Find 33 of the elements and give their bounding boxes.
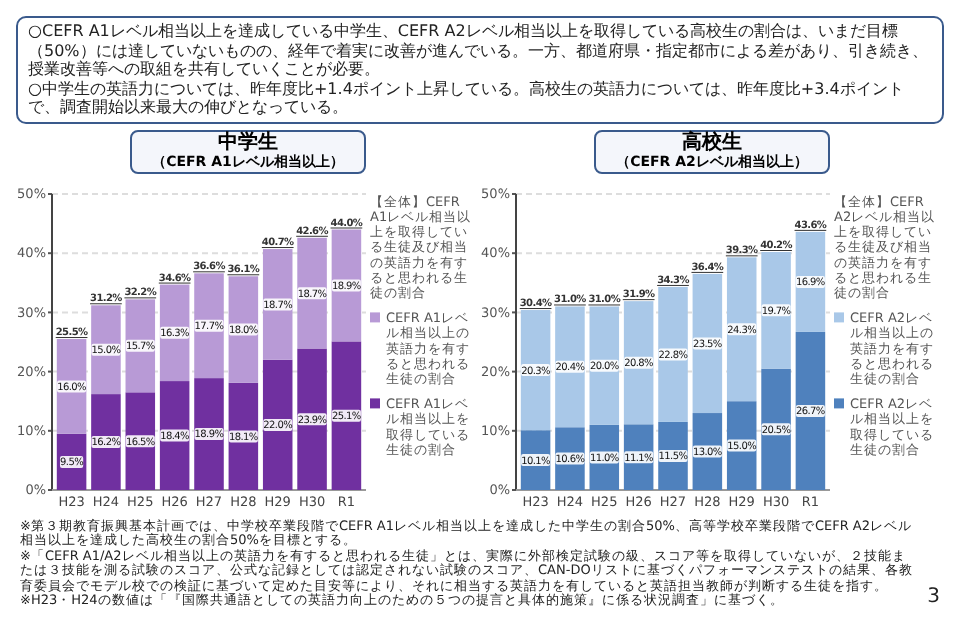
bar <box>795 330 826 489</box>
bar <box>331 228 362 341</box>
bar <box>91 393 121 489</box>
bar <box>228 381 259 489</box>
bar <box>159 283 190 381</box>
bar <box>194 377 224 489</box>
chart-title: 高校生 <box>679 131 744 153</box>
text: ○中学生の英語力については、昨年度比+1.4ポイント上昇している。高校生の英語力については、昨年度比+3.4ポイントで、調査開始以来最大の伸びとなっている。 <box>28 79 906 117</box>
bar <box>692 272 723 413</box>
bar <box>262 358 293 489</box>
bar <box>520 309 551 430</box>
bar <box>262 248 293 359</box>
bar <box>761 367 791 489</box>
bar <box>159 380 190 489</box>
bar <box>91 304 121 394</box>
bar <box>795 230 826 331</box>
bar <box>658 285 688 421</box>
text: ○CEFR A1レベル相当以上を達成している中学生、CEFR A2レベル相当以上を取得している高校生の割合は、いまだ目標（50%）には達していないものの、経年で着実に改善が進んでいる。一方、都道府県・指定都市による差があり、引き続き、授業改善等への取組を共有していくことが必要。 <box>28 22 930 79</box>
bar <box>331 340 362 489</box>
bar <box>761 251 791 368</box>
bar <box>726 256 757 401</box>
bar <box>623 300 654 424</box>
bar <box>297 236 327 348</box>
bar <box>228 275 259 382</box>
chart-title: 中学生 <box>215 131 280 153</box>
bar <box>555 305 585 427</box>
text: 3 <box>927 586 940 611</box>
bar <box>589 305 620 424</box>
bar <box>56 338 87 433</box>
bar <box>194 272 224 378</box>
bar <box>297 347 327 489</box>
bar <box>125 391 156 489</box>
bar <box>125 298 156 392</box>
